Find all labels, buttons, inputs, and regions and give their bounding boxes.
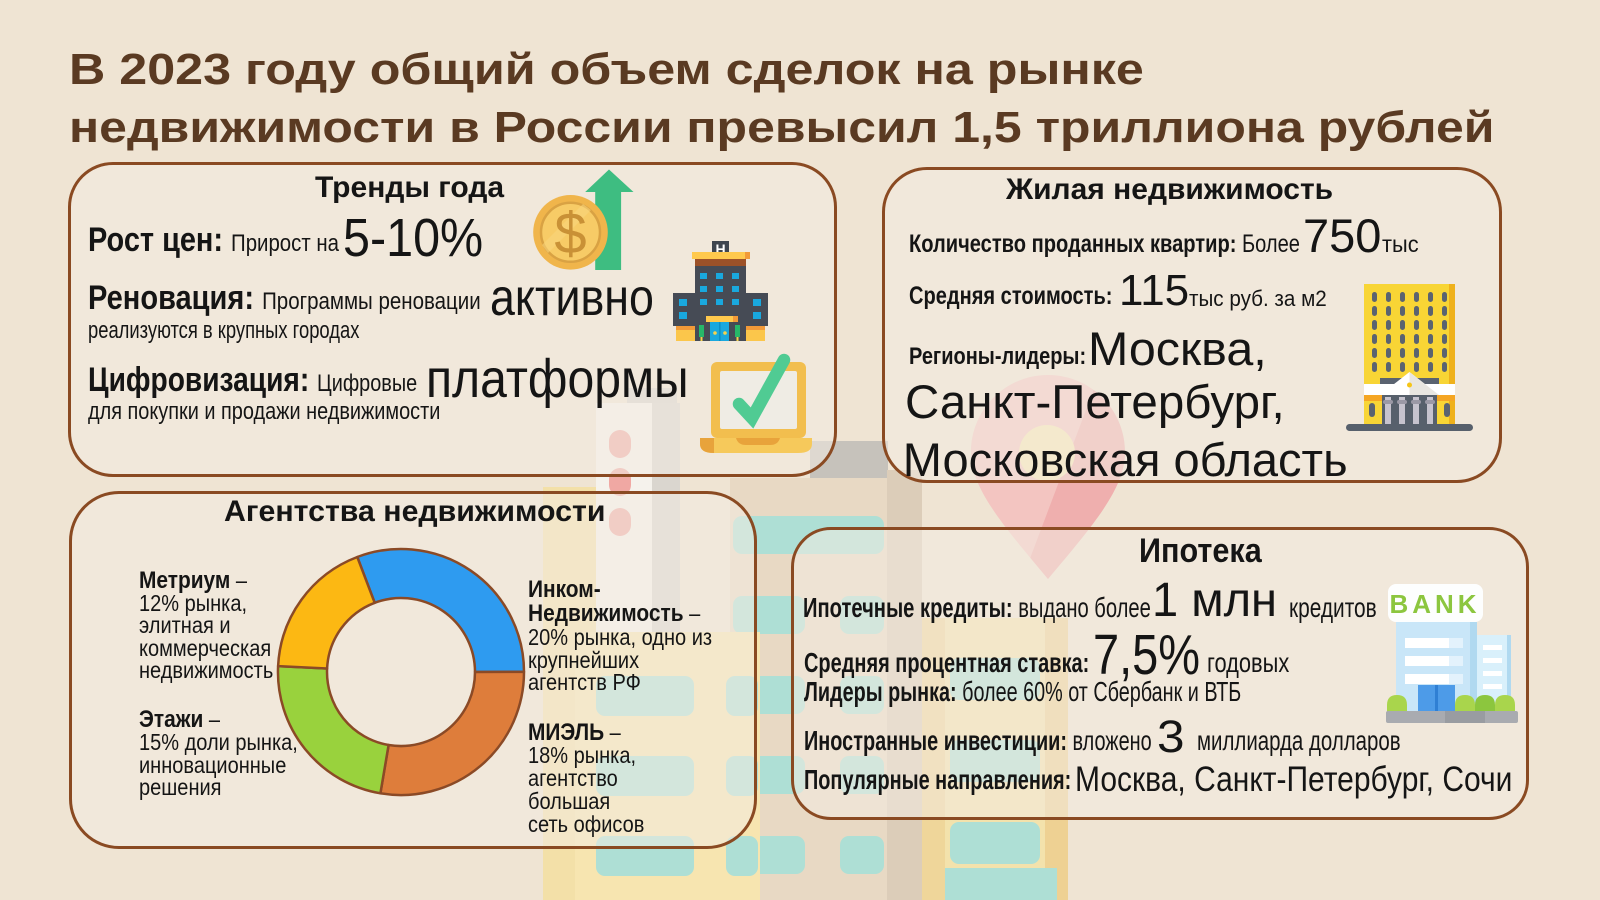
svg-text:$: $	[554, 201, 586, 266]
svg-text:BANK: BANK	[1389, 589, 1480, 619]
svg-text:H: H	[715, 241, 725, 257]
